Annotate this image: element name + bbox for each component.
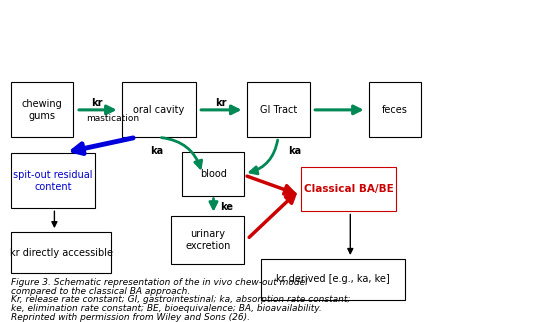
- FancyBboxPatch shape: [11, 232, 111, 273]
- FancyBboxPatch shape: [247, 82, 310, 137]
- Text: Kr, release rate constant; GI, gastrointestinal; ka, absorption rate constant;: Kr, release rate constant; GI, gastroint…: [11, 295, 350, 304]
- Text: Reprinted with permission from Wiley and Sons (26).: Reprinted with permission from Wiley and…: [11, 313, 250, 322]
- FancyBboxPatch shape: [171, 216, 244, 263]
- Text: ka: ka: [288, 146, 301, 156]
- FancyBboxPatch shape: [11, 82, 74, 137]
- Text: blood: blood: [200, 169, 227, 179]
- Text: kr: kr: [215, 98, 226, 108]
- Text: ke, elimination rate constant; BE, bioequivalence; BA, bioavailability.: ke, elimination rate constant; BE, bioeq…: [11, 304, 322, 313]
- Text: GI Tract: GI Tract: [260, 105, 297, 115]
- Text: Classical BA/BE: Classical BA/BE: [304, 185, 394, 194]
- Text: kr: kr: [91, 98, 102, 108]
- FancyBboxPatch shape: [261, 259, 404, 300]
- Text: feces: feces: [382, 105, 408, 115]
- Text: mastication: mastication: [86, 114, 139, 123]
- FancyBboxPatch shape: [122, 82, 196, 137]
- Text: ke: ke: [220, 202, 233, 212]
- Text: urinary
excretion: urinary excretion: [185, 229, 230, 251]
- Text: kr derived [e.g., ka, ke]: kr derived [e.g., ka, ke]: [276, 274, 389, 284]
- FancyBboxPatch shape: [182, 152, 244, 196]
- Text: kr directly accessible: kr directly accessible: [9, 248, 112, 258]
- Text: chewing
gums: chewing gums: [22, 99, 63, 120]
- Text: oral cavity: oral cavity: [134, 105, 184, 115]
- Text: ka: ka: [150, 146, 163, 156]
- Text: compared to the classical BA approach.: compared to the classical BA approach.: [11, 287, 190, 296]
- Text: spit-out residual
content: spit-out residual content: [13, 170, 93, 192]
- FancyBboxPatch shape: [301, 167, 397, 212]
- FancyBboxPatch shape: [11, 153, 95, 208]
- Text: Figure 3. Schematic representation of the in vivo chew-out model: Figure 3. Schematic representation of th…: [11, 278, 307, 287]
- FancyBboxPatch shape: [370, 82, 421, 137]
